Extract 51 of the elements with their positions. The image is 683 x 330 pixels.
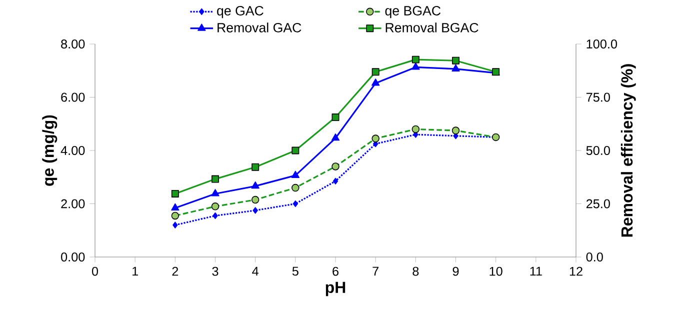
point [172,222,178,228]
point [211,189,220,196]
point [372,68,380,76]
x-axis-title: pH [326,282,346,296]
point [252,207,258,214]
x-tick-label: 12 [570,266,582,276]
x-tick-label: 5 [292,266,298,276]
x-tick-label: 7 [372,266,378,276]
point [292,146,300,154]
legend-label: qe BGAC [385,6,441,18]
point [292,200,298,208]
point [412,62,420,70]
y2-tick-label: 75.0 [586,92,610,102]
point [452,56,460,64]
x-tick-label: 9 [452,266,459,276]
legend-label: Removal GAC [218,22,302,32]
x-tick-label: 3 [212,266,218,276]
point [332,114,340,122]
y2-tick-label: 100.0 [586,40,618,48]
x-tick-label: 2 [172,266,178,276]
point [291,170,300,178]
x-tick-label: 8 [412,266,419,276]
y-tick-label: 4.00 [60,146,85,155]
legend-label: qe GAC [217,6,264,18]
y-tick-label: 2.00 [61,199,85,208]
y-tick-label: 6.00 [61,92,85,102]
x-tick-label: 1 [132,266,138,276]
x-tick-label: 11 [530,266,542,276]
y2-tick-label: 50.0 [586,146,610,155]
y2-tick-label: 25.0 [586,199,610,208]
x-tick-label: 6 [332,266,338,276]
y2-tick-label: 0.0 [586,252,603,262]
point [251,181,260,189]
point [412,56,420,64]
point [371,78,380,86]
x-tick-label: 4 [252,266,258,276]
point [212,212,218,220]
point [252,163,260,171]
point [332,178,338,184]
x-tick-label: 0 [92,266,98,276]
point [171,203,180,211]
point [171,190,179,198]
y-tick-label: 0.00 [61,252,85,262]
point [212,175,219,183]
legend-label: Removal BGAC [386,22,478,32]
x-tick-label: 10 [490,266,502,276]
y2-axis-title: Removal efficiency (%) [620,64,636,237]
y-tick-label: 8.00 [61,40,85,48]
point [452,64,460,72]
y-axis-title: qe (mg/g) [42,115,58,186]
point [331,133,340,141]
